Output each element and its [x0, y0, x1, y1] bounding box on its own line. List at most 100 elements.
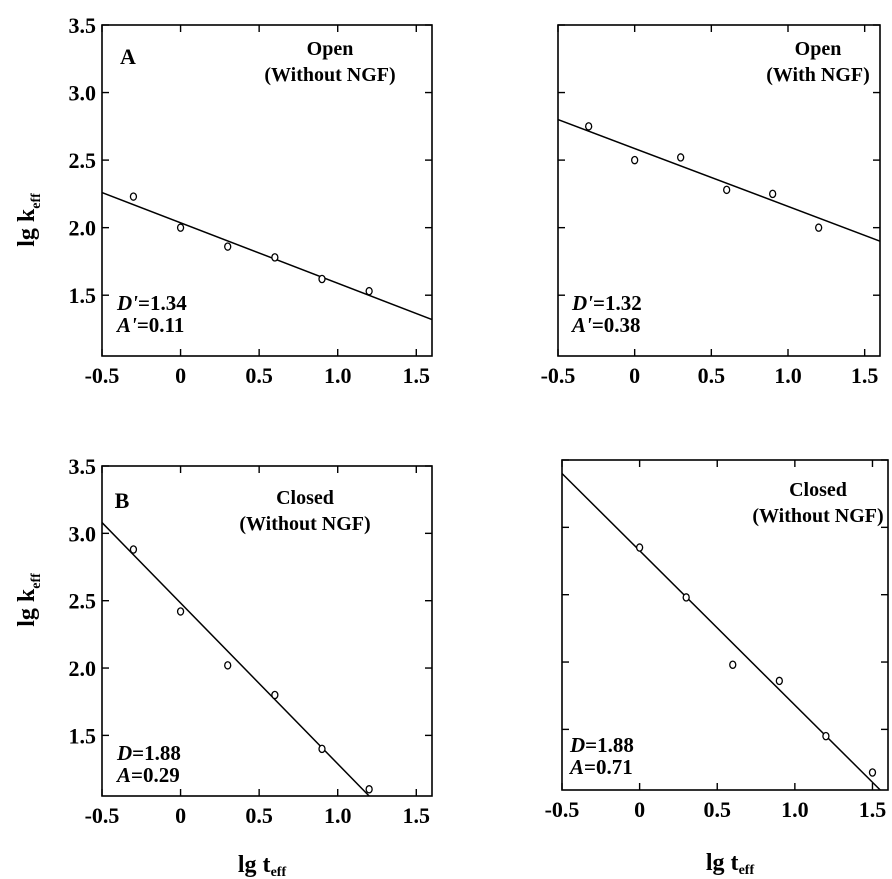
- panel-label: B: [115, 488, 130, 513]
- x-tick-label: 0.5: [698, 363, 726, 388]
- panel-title-line: (Without NGF): [752, 505, 883, 527]
- annotation-value: =1.34: [138, 291, 187, 315]
- x-tick-label: 1.5: [403, 363, 431, 388]
- x-tick-label: 0.5: [245, 803, 273, 828]
- data-point: [129, 545, 138, 554]
- panel-annotation: A'=0.11: [115, 313, 184, 337]
- x-tick-label: 0: [175, 803, 186, 828]
- annotation-symbol: D': [116, 291, 138, 315]
- x-tick-label: 0: [175, 363, 186, 388]
- x-tick-label: -0.5: [545, 797, 580, 822]
- panel-annotation: D=1.88: [569, 733, 634, 757]
- data-point: [769, 189, 777, 199]
- data-point: [815, 223, 823, 232]
- x-axis-title-sub: eff: [739, 863, 755, 878]
- annotation-value: =1.88: [132, 741, 181, 765]
- data-point: [677, 153, 685, 162]
- x-axis-title-main: lg t: [238, 852, 271, 878]
- data-point: [176, 223, 185, 232]
- x-tick-label: 1.0: [324, 803, 352, 828]
- y-tick-label: 3.0: [69, 521, 97, 546]
- x-tick-label: 1.5: [851, 363, 879, 388]
- x-tick-label: 1.0: [324, 363, 352, 388]
- regression-line: [557, 118, 881, 242]
- panel-title-line: (With NGF): [766, 64, 870, 86]
- y-axis-title-sub: eff: [29, 573, 44, 589]
- y-tick-label: 3.5: [69, 13, 97, 38]
- panel-annotation: A=0.71: [568, 755, 633, 779]
- panel-title-line: Open: [307, 38, 354, 60]
- x-tick-label: 0: [629, 363, 640, 388]
- annotation-symbol: A: [568, 755, 584, 779]
- panel-title-line: (Without NGF): [264, 64, 395, 86]
- y-tick-label: 1.5: [69, 283, 97, 308]
- data-point: [318, 274, 326, 284]
- y-axis-title-top: lg keff: [14, 193, 44, 247]
- annotation-value: =1.32: [593, 291, 642, 315]
- x-tick-label: -0.5: [541, 363, 576, 388]
- x-tick-label: 1.5: [403, 803, 431, 828]
- x-axis-title-right: lg teff: [706, 850, 755, 878]
- y-tick-label: 2.0: [69, 656, 97, 681]
- panel-annotation: A=0.29: [115, 763, 180, 787]
- panel-annotation: A'=0.38: [570, 313, 641, 337]
- panel-annotation: D'=1.32: [571, 291, 642, 315]
- panel-a-right: -0.5 0 0.5 1.0 1.5 Open (With NGF) D'=1.32A'=0.…: [541, 24, 881, 388]
- x-tick-label: 1.5: [859, 797, 887, 822]
- y-axis-title-sub: eff: [29, 193, 44, 209]
- x-tick-label: 1.0: [781, 797, 809, 822]
- y-tick-label: 2.5: [69, 589, 97, 614]
- panel-annotation: D'=1.34: [116, 291, 187, 315]
- data-point: [271, 690, 279, 700]
- x-tick-label: -0.5: [85, 363, 120, 388]
- panel-title-line: Closed: [276, 487, 334, 509]
- data-point: [635, 543, 644, 552]
- data-point: [682, 593, 690, 602]
- annotation-value: =0.38: [592, 313, 641, 337]
- annotation-symbol: D: [569, 733, 585, 757]
- data-point: [775, 676, 783, 686]
- plot-frame: [561, 459, 889, 791]
- x-tick-label: 0: [634, 797, 645, 822]
- annotation-symbol: D': [571, 291, 593, 315]
- annotation-symbol: A': [570, 313, 592, 337]
- annotation-value: =0.29: [131, 763, 180, 787]
- data-point: [631, 155, 639, 165]
- x-axis-title-sub: eff: [271, 865, 287, 879]
- y-tick-label: 3.0: [69, 81, 97, 106]
- annotation-value: =1.88: [585, 733, 634, 757]
- data-point: [176, 607, 185, 616]
- data-point: [868, 768, 877, 777]
- x-axis-title-left: lg teff: [238, 852, 287, 879]
- plot-frame: [101, 465, 433, 797]
- annotation-symbol: D: [116, 741, 132, 765]
- data-point: [822, 731, 830, 741]
- panel-title-line: Open: [795, 38, 842, 60]
- x-tick-label: 1.0: [774, 363, 802, 388]
- y-tick-label: 1.5: [69, 723, 97, 748]
- annotation-symbol: A: [115, 763, 131, 787]
- panel-b-right: -0.5 0 0.5 1.0 1.5 Closed (Without NGF) D=1.88A…: [545, 459, 889, 822]
- x-tick-label: 0.5: [703, 797, 731, 822]
- y-tick-label: 2.5: [69, 148, 97, 173]
- x-tick-label: 0.5: [245, 363, 273, 388]
- annotation-value: =0.11: [137, 313, 185, 337]
- panel-b-left: -0.5 0 0.5 1.0 1.5 1.5 2.0 2.5 3.0 3.5 B Closed (Wit…: [69, 454, 433, 828]
- plot-frame: [557, 24, 881, 357]
- data-point: [585, 122, 593, 131]
- y-axis-title-main: lg k: [14, 588, 40, 627]
- data-point: [723, 185, 731, 195]
- data-point: [729, 660, 737, 669]
- y-axis-title-main: lg k: [14, 208, 40, 247]
- data-point: [365, 785, 373, 794]
- plot-frame: [101, 24, 433, 357]
- data-point: [224, 661, 232, 670]
- x-axis-title-main: lg t: [706, 850, 739, 876]
- annotation-value: =0.71: [584, 755, 633, 779]
- x-tick-label: -0.5: [85, 803, 120, 828]
- regression-line: [101, 191, 433, 321]
- data-point: [318, 744, 326, 754]
- panel-title-line: Closed: [789, 479, 847, 501]
- data-point: [224, 242, 232, 251]
